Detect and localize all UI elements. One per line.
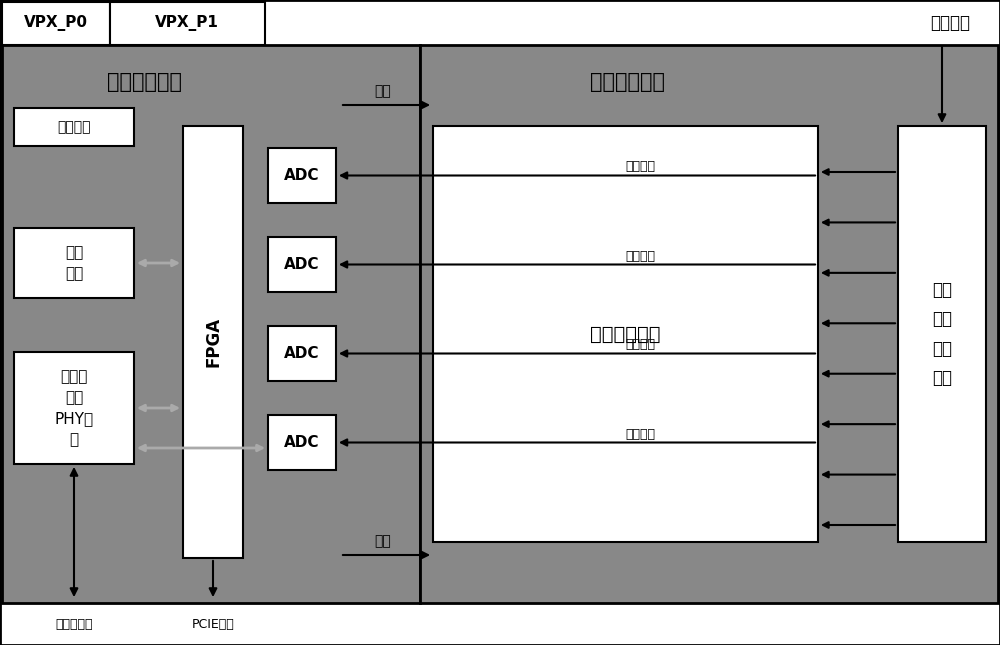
Text: 限幅
滤波
低噪
放大: 限幅 滤波 低噪 放大 — [932, 281, 952, 387]
FancyBboxPatch shape — [268, 326, 336, 381]
Text: 中频信号: 中频信号 — [625, 339, 655, 352]
FancyBboxPatch shape — [420, 45, 998, 603]
FancyBboxPatch shape — [110, 2, 265, 45]
FancyBboxPatch shape — [898, 126, 986, 542]
Text: 千兆以太网: 千兆以太网 — [55, 618, 93, 631]
FancyBboxPatch shape — [268, 415, 336, 470]
Text: 电源
管理: 电源 管理 — [65, 245, 83, 281]
Text: 中频信号: 中频信号 — [625, 428, 655, 441]
Text: 调试接口: 调试接口 — [57, 120, 91, 134]
FancyBboxPatch shape — [433, 126, 818, 542]
Text: 控制: 控制 — [375, 84, 391, 98]
Text: PCIE总线: PCIE总线 — [192, 618, 234, 631]
Text: VPX_P0: VPX_P0 — [24, 15, 88, 31]
FancyBboxPatch shape — [268, 237, 336, 292]
Text: ADC: ADC — [284, 346, 320, 361]
Text: FPGA: FPGA — [204, 317, 222, 367]
FancyBboxPatch shape — [268, 148, 336, 203]
Text: 电源: 电源 — [375, 534, 391, 548]
Text: 射频接收链路: 射频接收链路 — [590, 324, 660, 344]
Text: 中频信号: 中频信号 — [625, 250, 655, 263]
FancyBboxPatch shape — [14, 108, 134, 146]
FancyBboxPatch shape — [183, 126, 243, 558]
Text: ADC: ADC — [284, 435, 320, 450]
Text: 数字采集模块: 数字采集模块 — [108, 72, 182, 92]
Text: ADC: ADC — [284, 257, 320, 272]
FancyBboxPatch shape — [2, 2, 110, 45]
FancyBboxPatch shape — [2, 45, 420, 603]
FancyBboxPatch shape — [14, 352, 134, 464]
Text: 射频输入: 射频输入 — [930, 14, 970, 32]
FancyBboxPatch shape — [14, 228, 134, 298]
Text: 千兆以
太网
PHY芯
片: 千兆以 太网 PHY芯 片 — [54, 369, 94, 447]
Text: ADC: ADC — [284, 168, 320, 183]
Text: VPX_P1: VPX_P1 — [155, 15, 219, 31]
Text: 中频信号: 中频信号 — [625, 161, 655, 174]
Text: 射频接收模块: 射频接收模块 — [590, 72, 665, 92]
